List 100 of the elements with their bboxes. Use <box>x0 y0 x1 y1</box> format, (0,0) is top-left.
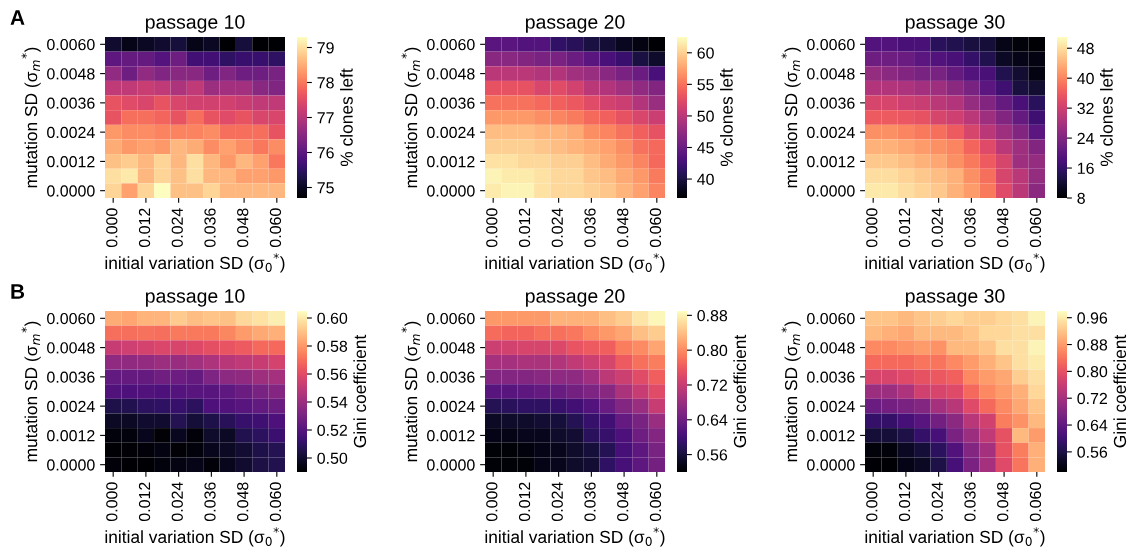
chart-title: passage 30 <box>905 289 1005 307</box>
y-tick-label: 0.0024 <box>427 126 475 139</box>
color-bar-label: 48 <box>1077 42 1094 55</box>
color-bar-label: 0.88 <box>1077 339 1108 351</box>
y-tick-label: 0.0036 <box>47 371 95 383</box>
y-tick-label: 0.0012 <box>47 156 95 168</box>
chart-title: passage 10 <box>145 289 245 307</box>
color-bar-label: 40 <box>1077 72 1094 85</box>
y-tick-label: 0.0024 <box>427 400 475 413</box>
color-bar-label: 0.60 <box>317 312 348 324</box>
y-tick-label: 0.0024 <box>47 126 95 139</box>
y-tick-label: 0.0000 <box>427 459 475 471</box>
x-tick-label: 0.048 <box>617 208 629 248</box>
x-tick-label: 0.036 <box>584 482 596 522</box>
x-tick-label: 0.048 <box>237 482 249 522</box>
y-tick-label: 0.0012 <box>427 156 475 168</box>
x-tick-label: 0.024 <box>931 208 943 248</box>
color-bar-label: 0.56 <box>697 449 728 461</box>
x-tick-label: 0.036 <box>584 208 596 248</box>
color-bar-label: 60 <box>697 47 714 59</box>
color-bar-title: Gini coefficient <box>733 334 747 448</box>
color-bar-label: 40 <box>697 173 714 185</box>
x-tick-label: 0.048 <box>997 208 1009 248</box>
color-bar-label: 0.58 <box>317 340 348 352</box>
x-tick-label: 0.024 <box>931 482 943 522</box>
x-tick-label: 0.000 <box>866 208 878 248</box>
y-tick-label: 0.0000 <box>47 185 95 197</box>
y-axis-title: mutation SD (σ$_{m}$$^{*}$) <box>401 321 421 462</box>
y-tick-label: 0.0048 <box>47 68 95 80</box>
x-axis-title: initial variation SD (σ$_{0}$$^{*}$) <box>485 527 665 547</box>
x-tick-label: 0.024 <box>171 482 183 522</box>
x-tick-label: 0.036 <box>964 208 976 248</box>
y-tick-label: 0.0012 <box>807 430 855 442</box>
x-tick-label: 0.012 <box>518 208 531 248</box>
x-tick-label: 0.000 <box>106 482 118 522</box>
chart-title: passage 20 <box>525 289 625 307</box>
color-bar-label: 55 <box>697 79 714 91</box>
color-bar-label: 78 <box>317 77 334 89</box>
x-tick-label: 0.060 <box>1029 208 1042 248</box>
color-bar-label: 0.54 <box>317 396 348 408</box>
x-tick-label: 0.060 <box>649 482 662 522</box>
color-bar-label: 77 <box>317 112 334 124</box>
color-bar-label: 0.64 <box>697 414 728 426</box>
color-bar-label: 0.72 <box>697 379 728 391</box>
x-tick-label: 0.012 <box>518 482 531 522</box>
x-tick-label: 0.036 <box>964 482 976 522</box>
y-tick-label: 0.0048 <box>427 342 475 354</box>
y-tick-label: 0.0012 <box>47 430 95 442</box>
chart-title: passage 20 <box>525 15 625 33</box>
y-tick-label: 0.0060 <box>807 312 855 325</box>
y-axis-title: mutation SD (σ$_{m}$$^{*}$) <box>781 321 801 462</box>
y-tick-label: 0.0060 <box>47 312 95 325</box>
color-bar-label: 0.52 <box>317 424 348 436</box>
y-tick-label: 0.0036 <box>427 371 475 383</box>
y-tick-label: 0.0048 <box>47 342 95 354</box>
y-axis-title: mutation SD (σ$_{m}$$^{*}$) <box>401 47 421 188</box>
color-bar-label: 0.56 <box>317 368 348 380</box>
color-bar-title: % clones left <box>720 68 733 167</box>
text: A <box>10 10 25 25</box>
y-tick-label: 0.0048 <box>807 68 855 80</box>
color-bar-label: 50 <box>697 110 714 122</box>
y-tick-label: 0.0036 <box>47 97 95 109</box>
x-axis-title: initial variation SD (σ$_{0}$$^{*}$) <box>105 253 285 273</box>
y-tick-label: 0.0036 <box>807 371 855 383</box>
color-bar-label: 0.80 <box>1077 366 1108 378</box>
x-tick-label: 0.060 <box>649 208 662 248</box>
y-tick-label: 0.0060 <box>807 38 855 51</box>
y-tick-label: 0.0036 <box>427 97 475 109</box>
x-tick-label: 0.060 <box>269 208 282 248</box>
y-tick-label: 0.0000 <box>47 459 95 471</box>
y-tick-label: 0.0012 <box>427 430 475 442</box>
y-tick-label: 0.0000 <box>427 185 475 197</box>
x-axis-title: initial variation SD (σ$_{0}$$^{*}$) <box>865 527 1045 547</box>
color-bar-label: 8 <box>1077 192 1085 204</box>
color-bar-title: % clones left <box>1100 68 1113 167</box>
text: B <box>11 284 25 299</box>
y-axis-title: mutation SD (σ$_{m}$$^{*}$) <box>21 47 41 188</box>
color-bar-label: 0.72 <box>1077 392 1108 405</box>
x-axis-title: initial variation SD (σ$_{0}$$^{*}$) <box>105 527 285 547</box>
y-tick-label: 0.0024 <box>47 400 95 413</box>
color-bar-title: % clones left <box>340 68 353 167</box>
color-bar-label: 0.56 <box>1077 446 1108 458</box>
x-tick-label: 0.000 <box>486 482 498 522</box>
color-bar-label: 0.88 <box>697 309 728 322</box>
x-tick-label: 0.012 <box>898 208 911 248</box>
y-tick-label: 0.0060 <box>427 312 475 325</box>
y-tick-label: 0.0024 <box>807 400 855 413</box>
x-tick-label: 0.060 <box>1029 482 1042 522</box>
y-tick-label: 0.0048 <box>427 68 475 80</box>
y-tick-label: 0.0012 <box>807 156 855 168</box>
y-tick-label: 0.0048 <box>807 342 855 354</box>
y-axis-title: mutation SD (σ$_{m}$$^{*}$) <box>781 47 801 188</box>
x-tick-label: 0.048 <box>997 482 1009 522</box>
x-tick-label: 0.048 <box>237 208 249 248</box>
color-bar-label: 0.96 <box>1077 312 1108 324</box>
color-bar-label: 16 <box>1077 162 1094 174</box>
x-tick-label: 0.012 <box>138 482 151 522</box>
color-bar-label: 76 <box>317 147 334 159</box>
x-tick-label: 0.000 <box>486 208 498 248</box>
color-bar-title: Gini coefficient <box>1113 334 1127 448</box>
